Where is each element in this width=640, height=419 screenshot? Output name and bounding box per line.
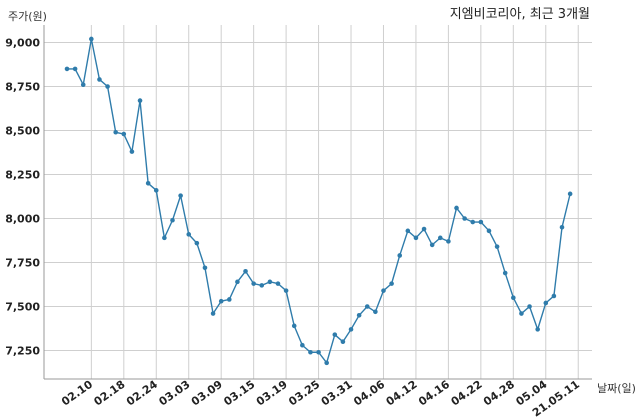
data-point <box>364 304 370 309</box>
data-point <box>105 84 110 89</box>
data-point <box>421 226 427 232</box>
data-point <box>486 228 492 234</box>
y-tick-label: 7,750 <box>5 257 40 270</box>
data-point <box>332 332 338 337</box>
y-tick-label: 7,500 <box>5 301 40 314</box>
data-point <box>373 309 378 315</box>
data-point <box>283 288 289 293</box>
data-point <box>178 193 183 198</box>
y-axis-label: 주가(원) <box>8 10 47 23</box>
data-point <box>324 360 329 366</box>
y-tick-labels: 7,250 7,500 7,750 8,000 8,250 8,500 8,750 9,000 <box>5 37 40 358</box>
y-tick-label: 8,750 <box>5 81 40 94</box>
chart-title: 지엠비코리아, 최근 3개월 <box>450 7 590 22</box>
data-point <box>478 219 484 225</box>
data-point <box>275 281 281 286</box>
data-point <box>210 311 216 316</box>
y-tick-label: 7,250 <box>5 345 40 358</box>
data-point <box>97 77 102 82</box>
data-point <box>227 297 232 302</box>
data-point <box>340 339 346 345</box>
data-point <box>89 36 94 42</box>
data-point <box>559 225 565 230</box>
data-point <box>348 327 354 332</box>
data-point <box>129 149 135 154</box>
data-point <box>429 242 435 248</box>
y-tick-label: 9,000 <box>5 37 40 50</box>
data-point <box>389 281 394 286</box>
data-point <box>397 253 403 258</box>
data-point <box>470 219 476 225</box>
data-point <box>259 283 265 288</box>
data-point <box>567 191 573 197</box>
data-point <box>308 349 313 355</box>
data-point <box>267 279 273 285</box>
data-point <box>381 288 386 293</box>
data-point <box>291 323 297 329</box>
data-point <box>511 295 516 301</box>
data-point <box>437 235 443 241</box>
data-point <box>356 313 362 318</box>
data-point <box>527 304 532 309</box>
y-tick-label: 8,500 <box>5 125 40 138</box>
data-point <box>80 82 86 88</box>
data-point <box>162 235 167 241</box>
data-point <box>194 240 200 246</box>
data-point <box>494 244 500 249</box>
data-point <box>170 217 175 223</box>
data-point <box>202 265 208 271</box>
data-point <box>316 349 321 355</box>
data-point <box>235 279 240 285</box>
data-point <box>413 235 419 241</box>
data-point <box>218 298 224 304</box>
data-point <box>519 311 524 316</box>
price-series <box>64 36 573 366</box>
x-axis-label: 날짜(일) <box>597 381 636 395</box>
data-point <box>243 269 248 274</box>
data-point <box>64 66 70 72</box>
data-point <box>121 131 127 137</box>
data-point <box>462 216 467 221</box>
data-point <box>502 270 508 276</box>
data-point <box>72 66 78 72</box>
data-point <box>454 205 459 211</box>
data-point <box>300 342 305 348</box>
data-point <box>153 188 159 193</box>
y-gridlines <box>44 42 592 351</box>
data-point <box>543 300 549 306</box>
data-point <box>551 293 557 299</box>
data-point <box>405 228 411 234</box>
data-point <box>113 129 118 135</box>
data-point <box>137 98 143 103</box>
data-point <box>186 232 192 237</box>
data-point <box>251 281 256 286</box>
data-point <box>145 181 151 186</box>
y-tick-label: 8,250 <box>5 169 40 182</box>
x-gridlines <box>90 25 579 379</box>
y-tick-label: 8,000 <box>5 213 40 226</box>
data-point <box>446 239 451 244</box>
data-point <box>535 327 540 332</box>
